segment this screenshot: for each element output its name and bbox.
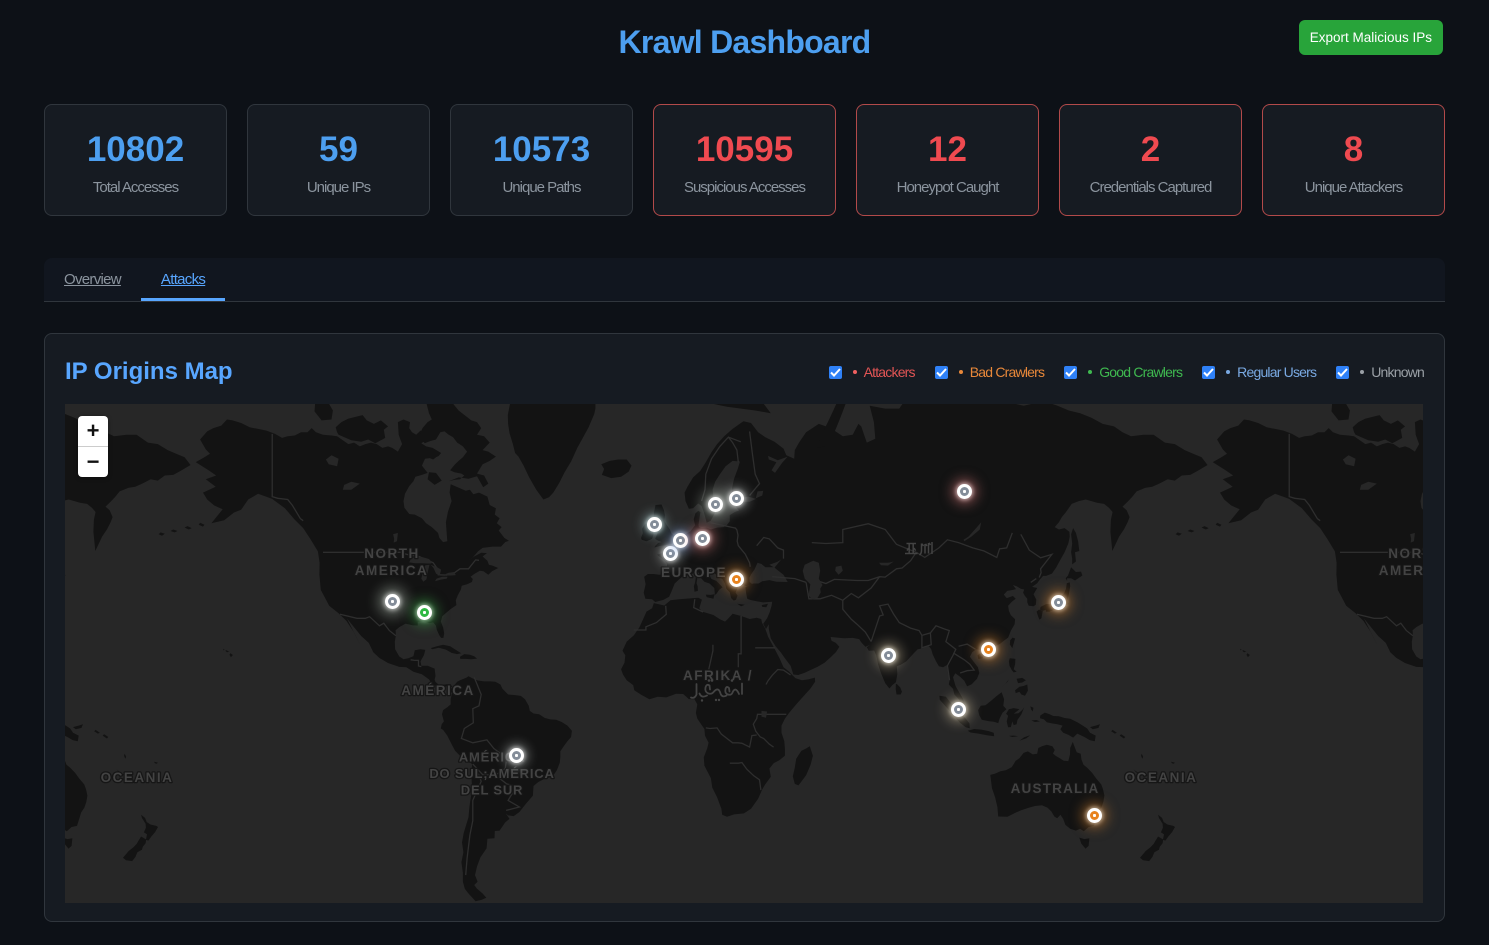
svg-text:AMÉRICA: AMÉRICA — [401, 683, 475, 698]
svg-text:AMERICA: AMERICA — [1379, 563, 1423, 578]
svg-text:DEL SUR: DEL SUR — [461, 783, 523, 798]
svg-text:EUROPE: EUROPE — [661, 565, 727, 580]
svg-text:AMÉRICA: AMÉRICA — [459, 750, 525, 765]
svg-text:DO SUL;AMÉRICA: DO SUL;AMÉRICA — [429, 766, 554, 781]
svg-text:NORTH: NORTH — [1388, 546, 1423, 561]
svg-text:AMERICA: AMERICA — [355, 563, 429, 578]
svg-text:OCEANIA: OCEANIA — [101, 770, 174, 785]
svg-text:AUSTRALIA: AUSTRALIA — [1011, 781, 1100, 796]
svg-text:AFRIKA /: AFRIKA / — [683, 668, 753, 683]
svg-text:NORTH: NORTH — [364, 546, 420, 561]
svg-text:OCEANIA: OCEANIA — [1125, 770, 1198, 785]
